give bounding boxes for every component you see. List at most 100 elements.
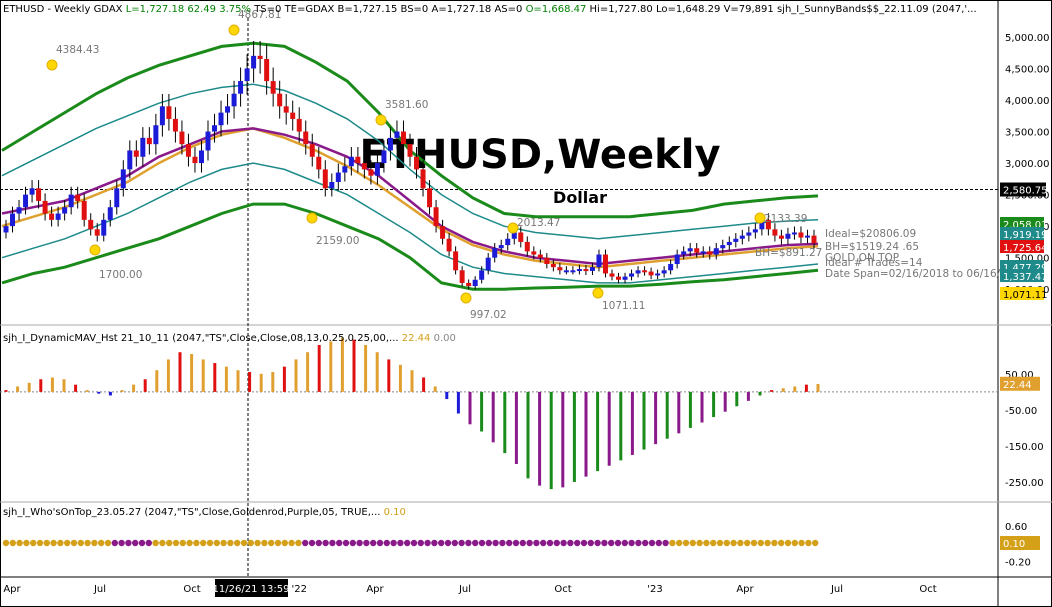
candle-body [166,106,172,119]
wot-dot [376,539,384,547]
candle-body [81,200,87,220]
price-tick-label: 3,500.00 [1005,128,1050,139]
wot-dot [104,539,112,547]
wot-dot [567,539,574,547]
wot-dot [438,539,445,547]
wot-dot [63,539,71,547]
mav-tick-label: -150.00 [1005,442,1044,453]
candle-body [668,264,674,271]
wot-dot [485,539,492,547]
pivot-marker [754,212,766,224]
wot-dot [635,539,642,547]
watermark-sub: Dollar [553,188,607,207]
candle-body [446,238,452,252]
candle-body [498,245,504,249]
watermark-symbol: ETHUSD,Weekly [359,132,720,178]
candle-body [459,270,465,283]
wot-dot [77,539,85,547]
candle-body [296,118,302,132]
wot-dot [791,539,798,547]
candle-body [381,150,387,164]
wot-dot [499,539,506,547]
candle-body [159,106,165,126]
wot-dot [397,539,404,547]
pivot-price-label: 1071.11 [602,300,645,312]
time-tick-label: Apr [3,584,21,595]
header-high: Hi=1,727.80 [589,4,653,15]
wot-dot [261,539,268,547]
header-last: L=1,727.18 [125,4,185,15]
band-gold-average [1,127,819,269]
header-te: TE=GDAX [284,4,335,15]
wot-dot [132,539,139,547]
wot-dot [580,539,588,547]
candle-body [374,163,380,176]
wot-dot [315,539,322,547]
band-purple-average [1,127,819,266]
wot-dot [784,539,792,547]
wot-dot [145,539,152,547]
wot-dot [512,539,520,547]
candle-body [642,270,648,273]
price-badge-bg [1000,240,1044,253]
candle-body [609,273,615,277]
header-low: Lo=1,648.29 [655,4,721,15]
candle-body [576,269,582,272]
candle-body [3,226,9,233]
wot-dot [36,539,44,547]
candle-body [153,125,159,145]
wot-badge-bg [1000,536,1040,550]
wot-dot [329,539,336,547]
candle-body [557,267,563,271]
candle-body [687,248,693,252]
mav-tick-label: 50.00 [1005,370,1034,381]
wot-dot [417,539,424,547]
candle-body [10,213,16,227]
header-open: O=1,668.47 [525,4,587,15]
wot-dot [125,539,132,547]
crosshair-price-label: 2,580.75 [1003,186,1048,197]
wot-dot [587,539,594,547]
wot-dot [771,539,778,547]
candle-body [602,254,608,274]
wot-dot [30,539,37,547]
wot-dot [295,539,302,547]
wot-dot [268,539,275,547]
candle-body [720,245,726,249]
wot-dot [526,539,533,547]
mav-tick-label: -250.00 [1005,478,1044,489]
wot-dot [431,539,438,547]
wot-dot [594,539,601,547]
candle-body [733,238,739,242]
wot-tick-label: -0.20 [1005,558,1031,569]
candle-body [713,248,719,255]
price-badge-bg [1000,227,1044,240]
candle-body [88,219,94,230]
wot-dot [308,539,316,547]
candle-body [674,254,680,264]
candle-body [518,232,524,242]
info-ideal: Ideal=$20806.09 [825,228,916,240]
wot-dot [696,539,703,547]
header-exchange: GDAX [93,4,123,15]
mav-v2: 0.00 [433,333,456,344]
candle-body [485,257,491,271]
candle-body [309,144,315,157]
wot-dot [553,539,560,547]
pivot-price-label: 3581.60 [385,99,428,111]
wot-dot [574,539,581,547]
wot-dot [689,539,696,547]
candle-body [778,235,784,239]
candle-body [146,137,152,145]
wot-dot [57,539,64,547]
wot-dot [227,539,234,547]
band-mid-lower [1,162,819,284]
wot-v1: 0.10 [383,507,406,518]
candle-body [700,251,706,254]
price-tick-label: 5,000.00 [1005,33,1050,44]
wot-dot [655,539,662,547]
price-badge-label: 2,058.01 [1003,220,1048,231]
candle-body [681,251,687,255]
candle-body [433,207,439,227]
